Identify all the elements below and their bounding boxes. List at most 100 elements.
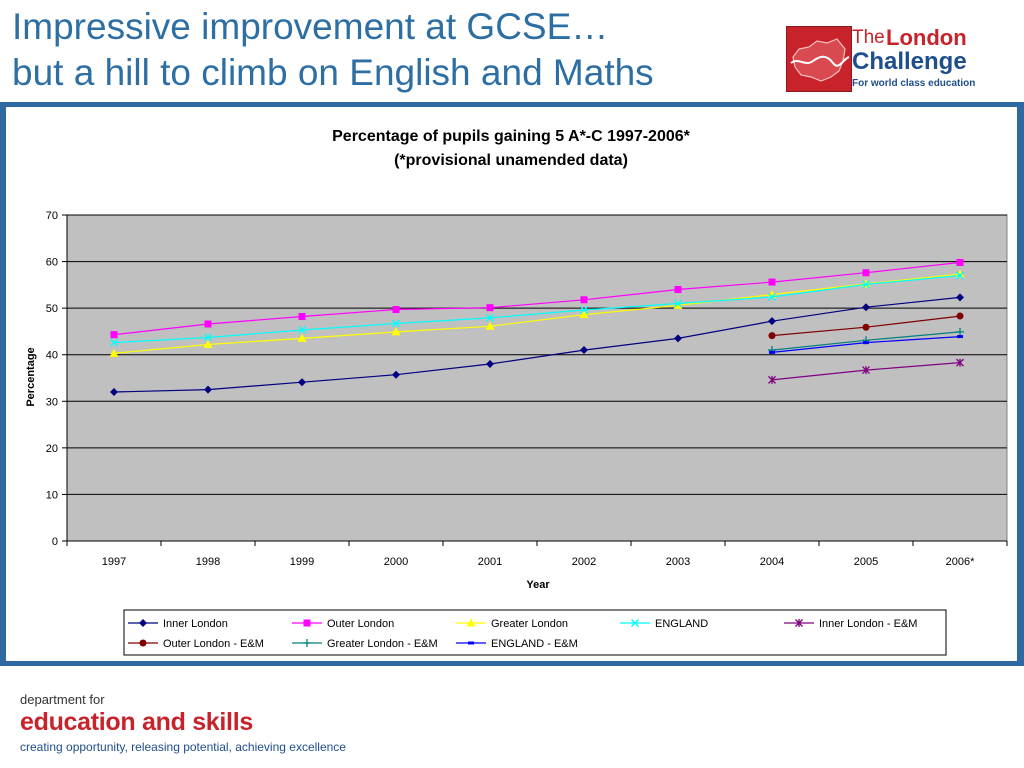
data-point xyxy=(768,375,776,384)
series-1 xyxy=(110,259,964,339)
slide-title-line2: but a hill to climb on English and Maths xyxy=(12,52,654,93)
data-point xyxy=(486,360,494,369)
x-tick-label: 2005 xyxy=(854,556,878,568)
data-point xyxy=(957,335,963,339)
data-point xyxy=(862,303,870,312)
data-point xyxy=(486,313,494,322)
data-point xyxy=(862,366,870,375)
legend-label: ENGLAND xyxy=(655,618,708,630)
data-point xyxy=(862,280,870,289)
series-7 xyxy=(769,335,963,354)
series-4 xyxy=(768,358,964,384)
legend-item: Outer London xyxy=(292,618,394,630)
data-point xyxy=(579,310,589,319)
series-3 xyxy=(110,271,964,347)
data-point xyxy=(485,321,495,330)
data-point xyxy=(863,341,869,345)
legend-label: ENGLAND - E&M xyxy=(491,638,578,650)
y-tick-label: 20 xyxy=(46,443,58,455)
data-point xyxy=(392,319,400,328)
x-tick-label: 2000 xyxy=(384,556,408,568)
data-point xyxy=(110,387,118,396)
data-point xyxy=(110,338,118,347)
legend-label: Greater London - E&M xyxy=(327,638,438,650)
data-point xyxy=(768,317,776,326)
y-tick-label: 30 xyxy=(46,396,58,408)
x-tick-label: 2001 xyxy=(478,556,502,568)
data-point xyxy=(769,350,775,354)
data-point xyxy=(298,378,306,387)
legend-marker xyxy=(468,641,474,645)
data-point xyxy=(768,292,776,301)
y-tick-label: 10 xyxy=(46,489,58,501)
legend-item: Inner London xyxy=(128,618,228,630)
legend-marker xyxy=(303,639,311,647)
legend-marker xyxy=(303,619,311,627)
line-chart: Percentage of pupils gaining 5 A*-C 1997… xyxy=(25,128,1008,656)
legend-marker xyxy=(139,619,147,627)
x-tick-label: 1998 xyxy=(196,556,220,568)
legend-item: Outer London - E&M xyxy=(128,638,264,650)
london-challenge-logo: The London Challenge For world class edu… xyxy=(786,25,1006,94)
x-tick-label: 2004 xyxy=(760,556,784,568)
series-line xyxy=(113,261,961,336)
data-point xyxy=(580,296,588,304)
legend-label: Inner London - E&M xyxy=(819,618,917,630)
footer-tagline: creating opportunity, releasing potentia… xyxy=(20,740,346,754)
y-tick-label: 50 xyxy=(46,303,58,315)
data-point xyxy=(580,306,588,315)
london-map-icon xyxy=(786,26,852,92)
plot-background xyxy=(66,214,1008,542)
dfes-footer-logo: department for education and skills crea… xyxy=(20,692,346,754)
data-point xyxy=(956,327,964,336)
series-line xyxy=(113,296,961,393)
x-tick-label: 2002 xyxy=(572,556,596,568)
y-tick-label: 0 xyxy=(52,536,58,548)
data-point xyxy=(673,300,683,309)
data-point xyxy=(580,346,588,355)
data-point xyxy=(392,306,400,314)
legend-item: ENGLAND - E&M xyxy=(456,638,578,650)
footer-name: education and skills xyxy=(20,708,253,736)
y-tick-label: 70 xyxy=(46,210,58,222)
data-point xyxy=(204,320,212,328)
x-axis-label: Year xyxy=(526,579,550,591)
data-point xyxy=(956,358,964,367)
y-axis-label: Percentage xyxy=(25,347,37,406)
y-tick-label: 40 xyxy=(46,350,58,362)
data-point xyxy=(298,326,306,335)
data-point xyxy=(862,323,870,331)
data-point xyxy=(204,385,212,394)
legend-item: Greater London xyxy=(456,618,568,630)
x-tick-label: 2003 xyxy=(666,556,690,568)
chart-subtitle: (*provisional unamended data) xyxy=(394,152,628,169)
data-point xyxy=(204,333,212,342)
chart-legend: Inner London Outer London Greater London EN… xyxy=(123,609,947,656)
data-point xyxy=(203,339,213,348)
legend-item: ENGLAND xyxy=(620,618,708,630)
data-point xyxy=(674,299,682,308)
data-point xyxy=(674,286,682,294)
series-line xyxy=(113,273,961,354)
legend-marker xyxy=(631,619,639,627)
data-point xyxy=(109,348,119,357)
x-tick-label: 1997 xyxy=(102,556,126,568)
legend-label: Outer London xyxy=(327,618,394,630)
data-point xyxy=(298,313,306,321)
logo-the: The xyxy=(852,27,885,48)
legend-marker xyxy=(139,639,147,647)
footer-department: department for xyxy=(20,692,105,707)
slide-title: Impressive improvement at GCSE… but a hi… xyxy=(12,4,782,96)
series-line xyxy=(113,274,961,344)
series-5 xyxy=(768,312,964,340)
data-point xyxy=(956,312,964,320)
data-point xyxy=(297,333,307,342)
logo-london: London xyxy=(886,25,967,50)
slide-title-line1: Impressive improvement at GCSE… xyxy=(12,6,609,47)
legend-item: Greater London - E&M xyxy=(292,638,438,650)
data-point xyxy=(956,293,964,302)
chart-title: Percentage of pupils gaining 5 A*-C 1997… xyxy=(332,128,691,145)
data-point xyxy=(486,304,494,312)
data-point xyxy=(674,334,682,343)
data-point xyxy=(862,269,870,277)
